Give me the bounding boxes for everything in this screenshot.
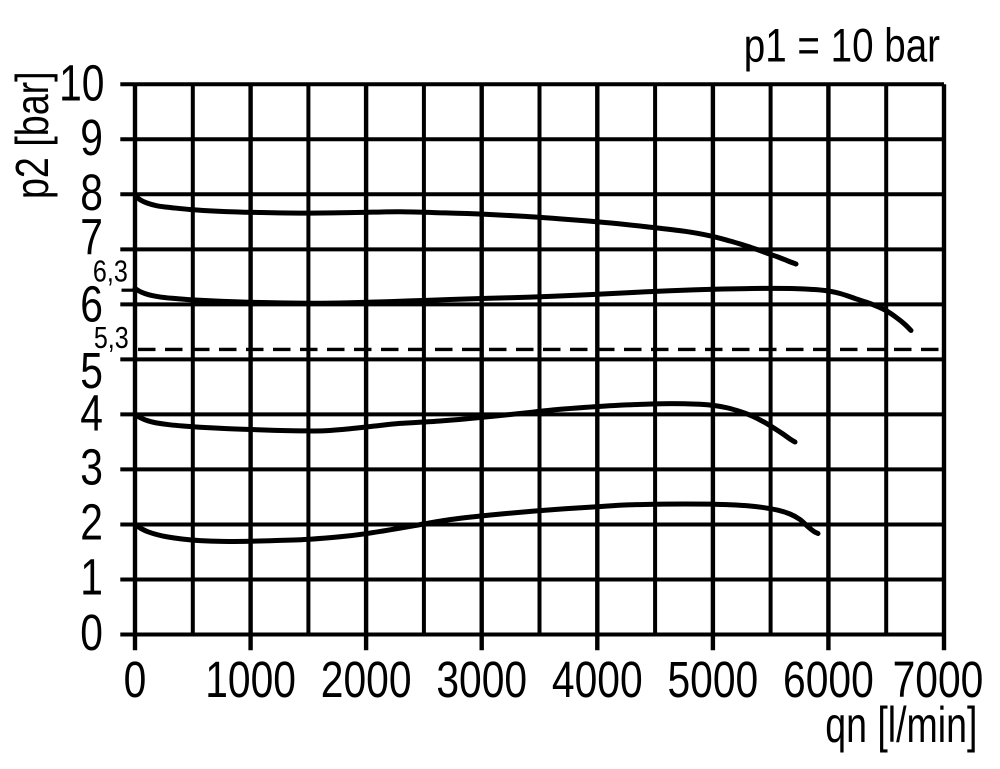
svg-text:6000: 6000 [783,651,874,708]
svg-text:3: 3 [80,438,103,495]
svg-text:5000: 5000 [667,651,758,708]
svg-text:10: 10 [59,54,104,111]
svg-text:1000: 1000 [205,651,296,708]
svg-text:1: 1 [80,548,103,605]
svg-text:0: 0 [124,651,147,708]
svg-text:9: 9 [80,109,103,166]
svg-text:0: 0 [80,604,103,661]
svg-text:6: 6 [80,275,103,332]
svg-text:8: 8 [80,163,103,220]
svg-text:5,3: 5,3 [94,319,129,354]
svg-text:6,3: 6,3 [93,253,128,288]
svg-text:4000: 4000 [552,651,643,708]
svg-text:qn [l/min]: qn [l/min] [825,698,977,753]
svg-text:3000: 3000 [436,651,527,708]
svg-text:4: 4 [80,384,103,441]
svg-text:2: 2 [80,493,103,550]
svg-text:p2 [bar]: p2 [bar] [6,71,57,199]
svg-text:2000: 2000 [321,651,412,708]
svg-text:p1 = 10 bar: p1 = 10 bar [744,20,940,72]
svg-text:7000: 7000 [893,651,984,708]
svg-text:5: 5 [80,342,103,399]
svg-text:7: 7 [80,208,103,265]
